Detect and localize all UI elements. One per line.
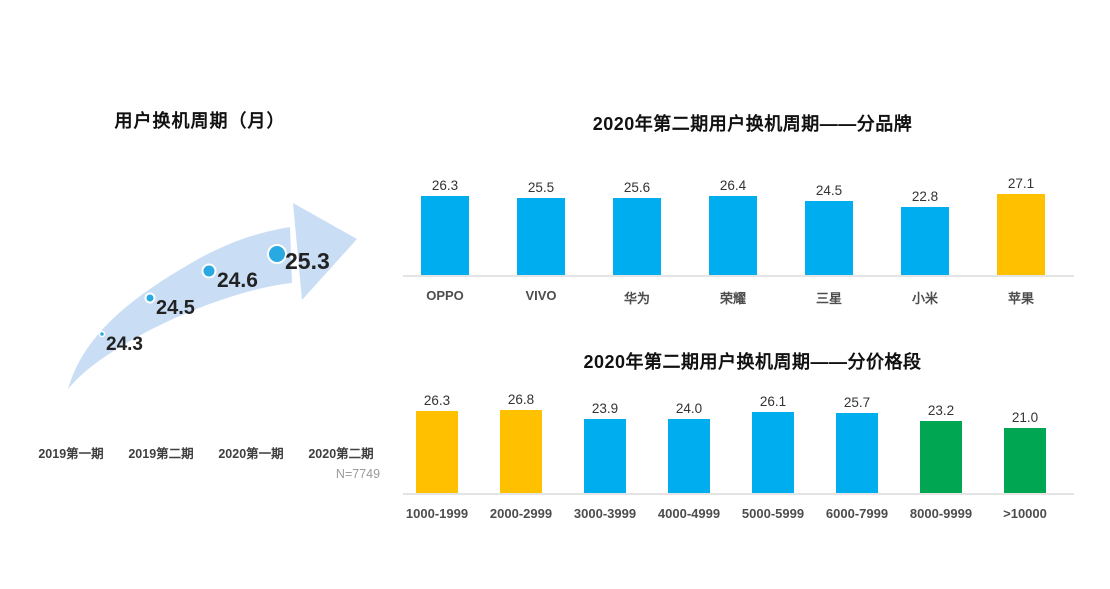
bar-value-label: 23.9 [591, 401, 619, 416]
bar-value-label: 26.3 [423, 393, 451, 408]
bar [805, 201, 853, 275]
trend-chart: 用户换机周期（月） 24.3 24.5 24.6 25.3 2019第一期 20… [0, 0, 400, 520]
bar [1004, 428, 1046, 493]
bar [997, 194, 1045, 275]
bar [500, 410, 542, 493]
bar [836, 413, 878, 493]
bar [752, 412, 794, 493]
bar-column: 26.8 [476, 392, 566, 493]
bar-value-label: 25.7 [843, 395, 871, 410]
trend-axis-label: 2020第一期 [218, 447, 284, 461]
price-chart-plot: 26.3 26.8 23.9 24.0 26.1 25.7 23.2 21.0 [400, 340, 1105, 493]
bar-value-label: 27.1 [1007, 176, 1035, 191]
trend-point-label: 25.3 [285, 248, 330, 274]
bar-column: 23.2 [896, 403, 986, 493]
category-label: 2000-2999 [489, 506, 553, 521]
bar-column: 23.9 [560, 401, 650, 493]
category-label: 苹果 [1007, 291, 1034, 306]
bar [584, 419, 626, 493]
bar-value-label: 26.3 [431, 178, 459, 193]
bar-column: 25.7 [812, 395, 902, 493]
bar-column: 24.5 [784, 183, 874, 275]
trend-point-dot [201, 263, 217, 279]
price-chart-title: 2020年第二期用户换机周期——分价格段 [583, 352, 922, 372]
bar-value-label: 25.5 [527, 180, 555, 195]
category-label: VIVO [525, 288, 557, 303]
bar-column: 25.5 [496, 180, 586, 275]
category-label: 8000-9999 [909, 506, 973, 521]
bar-column: 27.1 [976, 176, 1066, 275]
trend-point-dot [267, 244, 287, 264]
category-label: 4000-4999 [657, 506, 721, 521]
bar-value-label: 26.1 [759, 394, 787, 409]
category-label: 小米 [911, 291, 938, 306]
trend-point-label: 24.6 [217, 269, 258, 292]
bar-column: 26.3 [392, 393, 482, 493]
category-label: OPPO [426, 288, 464, 303]
bar-column: 25.6 [592, 180, 682, 275]
price-bar-chart: 2020年第二期用户换机周期——分价格段 26.3 26.8 23.9 24.0 26.… [400, 340, 1105, 540]
bar-value-label: 24.0 [675, 401, 703, 416]
trend-axis-label: 2020第二期 [308, 447, 374, 461]
bar-value-label: 23.2 [927, 403, 955, 418]
bar-value-label: 24.5 [815, 183, 843, 198]
brand-bar-chart: 2020年第二期用户换机周期——分品牌 26.3 25.5 25.6 26.4 24.5… [400, 100, 1105, 320]
bar [517, 198, 565, 275]
trend-axis-label: 2019第一期 [38, 447, 104, 461]
category-label: 1000-1999 [405, 506, 469, 521]
brand-chart-plot: 26.3 25.5 25.6 26.4 24.5 22.8 27.1 [400, 100, 1105, 275]
bar-column: 26.4 [688, 178, 778, 275]
brand-chart-title: 2020年第二期用户换机周期——分品牌 [592, 114, 913, 134]
category-label: 三星 [815, 291, 842, 306]
category-label: 6000-7999 [825, 506, 889, 521]
bar [920, 421, 962, 493]
bar-value-label: 21.0 [1011, 410, 1039, 425]
bar-value-label: 26.4 [719, 178, 747, 193]
category-label: 华为 [623, 291, 650, 306]
bar-column: 21.0 [980, 410, 1070, 493]
bar [709, 196, 757, 275]
trend-point-dot [98, 330, 106, 338]
bar-value-label: 25.6 [623, 180, 651, 195]
bar-column: 22.8 [880, 189, 970, 275]
arrow-head-icon [293, 203, 357, 300]
trend-point-dot [144, 292, 156, 304]
brand-chart-baseline [403, 275, 1074, 277]
bar [901, 207, 949, 275]
bar [613, 198, 661, 275]
bar-column: 26.3 [400, 178, 490, 275]
price-chart-baseline [403, 493, 1074, 495]
category-label: >10000 [1003, 506, 1047, 521]
bar [421, 196, 469, 275]
category-label: 3000-3999 [573, 506, 637, 521]
category-label: 荣耀 [719, 291, 746, 306]
trend-point-label: 24.3 [106, 334, 143, 355]
trend-axis-label: 2019第二期 [128, 447, 194, 461]
arrow-band [68, 227, 292, 389]
trend-chart-title: 用户换机周期（月） [114, 111, 286, 131]
sample-size-note: N=7749 [335, 467, 381, 481]
trend-point-label: 24.5 [156, 297, 195, 319]
trend-arrow-graphic [68, 203, 357, 389]
bar-value-label: 26.8 [507, 392, 535, 407]
bar-column: 26.1 [728, 394, 818, 493]
bar [668, 419, 710, 493]
bar-value-label: 22.8 [911, 189, 939, 204]
bar [416, 411, 458, 493]
bar-column: 24.0 [644, 401, 734, 493]
category-label: 5000-5999 [741, 506, 805, 521]
